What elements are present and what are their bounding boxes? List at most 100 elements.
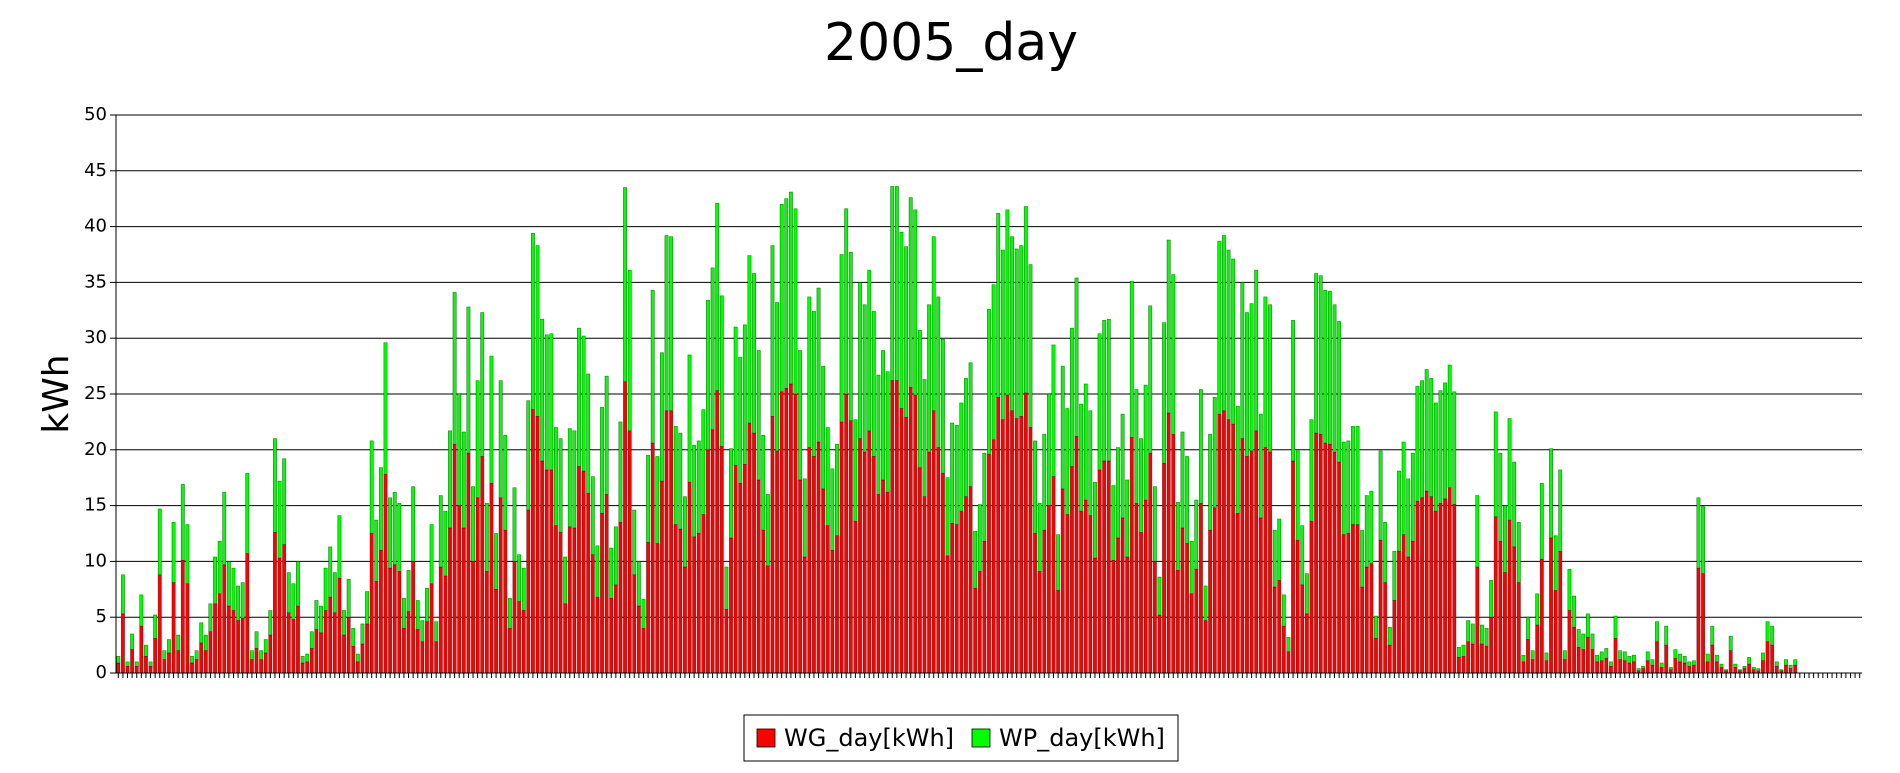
bar-segment — [1784, 659, 1788, 666]
bar-segment — [742, 464, 747, 674]
bar-segment — [586, 373, 591, 494]
bar-segment — [1493, 411, 1498, 518]
bar-segment — [1691, 660, 1696, 666]
bar-segment — [1705, 653, 1710, 663]
bar-segment — [415, 629, 420, 674]
bar-segment — [775, 450, 780, 674]
bar-segment — [125, 666, 130, 674]
bar-segment — [190, 662, 194, 674]
bar-segment — [572, 430, 577, 529]
bar-segment — [1770, 625, 1775, 646]
bar-segment — [374, 519, 379, 582]
bar-segment — [180, 559, 185, 674]
bar-segment — [646, 455, 651, 543]
bar-segment — [1162, 322, 1167, 464]
bar-segment — [130, 633, 135, 650]
bar-segment — [973, 530, 978, 589]
bar-segment — [1295, 539, 1300, 674]
bar-segment — [162, 650, 167, 660]
bar-segment — [821, 488, 826, 674]
bar-segment — [1770, 644, 1775, 674]
bar-segment — [793, 208, 798, 395]
bar-segment — [1364, 566, 1369, 674]
bar-segment — [305, 653, 310, 663]
bar-segment — [1756, 668, 1761, 672]
bar-segment — [1272, 586, 1277, 674]
bar-segment — [1774, 661, 1779, 667]
bar-segment — [171, 522, 176, 583]
bar-segment — [646, 542, 651, 674]
bar-segment — [770, 416, 775, 674]
bar-segment — [1641, 668, 1646, 674]
chart-title: 2005_day — [824, 13, 1078, 73]
bar-segment — [254, 631, 259, 649]
bar-segment — [374, 581, 379, 674]
bar-segment — [157, 574, 162, 674]
bar-segment — [1507, 519, 1512, 674]
bar-segment — [1337, 321, 1342, 463]
bar-segment — [1627, 655, 1632, 664]
bar-segment — [899, 408, 904, 674]
bar-segment — [590, 476, 595, 556]
bar-segment — [871, 456, 876, 674]
bar-segment — [1350, 524, 1355, 674]
bar-segment — [1774, 666, 1779, 674]
bar-segment — [913, 209, 918, 396]
bar-segment — [1433, 402, 1438, 512]
bar-segment — [811, 311, 816, 457]
bar-segment — [1516, 582, 1521, 674]
bar-segment — [627, 269, 632, 432]
bar-segment — [784, 198, 789, 389]
y-tick-label: 35 — [84, 271, 107, 292]
bar-segment — [342, 610, 346, 636]
bar-segment — [231, 610, 236, 674]
bar-segment — [968, 486, 973, 674]
bar-segment — [1562, 650, 1567, 660]
bar-segment — [1604, 658, 1609, 674]
bar-segment — [1503, 572, 1507, 674]
bar-segment — [788, 191, 793, 385]
bar-segment — [1272, 529, 1277, 588]
bar-segment — [249, 659, 254, 674]
bar-segment — [1042, 433, 1047, 531]
bar-segment — [572, 527, 577, 674]
bar-segment — [540, 318, 545, 462]
bar-segment — [609, 597, 614, 674]
bar-segment — [429, 583, 434, 674]
bar-segment — [1410, 541, 1415, 674]
bar-segment — [1125, 479, 1130, 558]
bar-segment — [139, 594, 144, 627]
bar-segment — [1687, 666, 1692, 674]
bar-segment — [1489, 580, 1494, 618]
bar-segment — [793, 393, 798, 674]
bar-segment — [784, 388, 789, 674]
bar-segment — [729, 448, 733, 539]
bar-segment — [429, 524, 434, 585]
bar-segment — [636, 605, 641, 674]
bar-segment — [1074, 277, 1079, 437]
bar-segment — [922, 379, 927, 497]
bar-segment — [448, 527, 452, 674]
bar-segment — [1171, 433, 1176, 674]
bar-segment — [1231, 258, 1236, 425]
bar-segment — [1318, 275, 1323, 435]
bar-segment — [1369, 490, 1374, 564]
bar-segment — [489, 355, 494, 484]
bar-segment — [226, 605, 231, 674]
bar-segment — [397, 503, 402, 572]
bar-segment — [401, 597, 406, 629]
bar-segment — [1046, 505, 1051, 674]
bar-segment — [1258, 413, 1263, 519]
bar-segment — [392, 491, 397, 566]
bar-segment — [623, 381, 628, 674]
bar-segment — [457, 505, 462, 674]
bar-segment — [526, 400, 531, 511]
bar-segment — [355, 653, 360, 663]
bar-segment — [1401, 534, 1406, 674]
bar-segment — [1212, 397, 1217, 509]
bar-segment — [655, 543, 660, 674]
bar-segment — [1784, 664, 1788, 674]
bar-segment — [1742, 668, 1747, 674]
bar-segment — [991, 439, 996, 674]
bar-segment — [438, 495, 443, 568]
